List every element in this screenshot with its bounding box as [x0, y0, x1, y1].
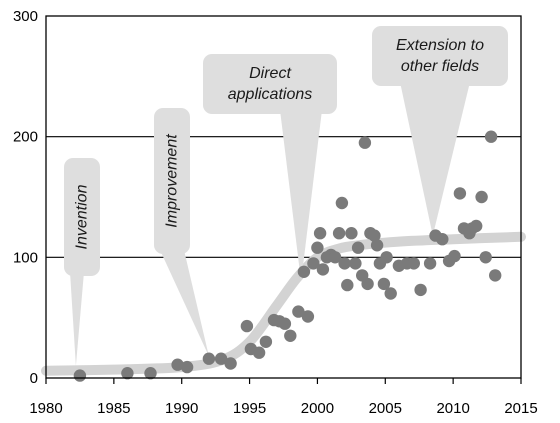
data-point — [278, 317, 292, 330]
data-point — [171, 358, 184, 371]
data-point — [345, 227, 358, 240]
data-point — [301, 310, 315, 323]
y-axis-ticks: 0 100 200 300 — [13, 8, 38, 387]
data-point — [121, 367, 134, 380]
callout-pointer — [400, 82, 470, 236]
callout-label-line: applications — [228, 86, 313, 103]
callout-box — [203, 54, 337, 114]
data-point — [475, 190, 488, 204]
data-point — [358, 136, 372, 149]
data-point — [335, 196, 349, 210]
callout-0: Invention — [64, 158, 100, 366]
callout-3: Extension to other fields — [372, 26, 508, 236]
callout-2: Direct applications — [203, 54, 337, 282]
y-tick-label-300: 300 — [13, 8, 38, 25]
y-tick-label-100: 100 — [13, 249, 38, 266]
data-point — [484, 130, 498, 143]
data-point — [448, 249, 461, 263]
data-point — [313, 227, 327, 240]
data-point — [311, 241, 324, 254]
data-point — [361, 277, 374, 291]
data-point — [284, 329, 297, 342]
callout-pointer — [160, 250, 209, 357]
callout-1: Improvement — [154, 108, 209, 357]
data-point — [423, 257, 437, 270]
callout-pointer — [280, 110, 322, 282]
callout-box — [372, 26, 508, 86]
annotation-callouts: Invention Improvement Direct applications Ex… — [64, 26, 508, 366]
x-tick-label-1985: 1985 — [97, 400, 130, 417]
data-points — [73, 130, 502, 382]
data-point — [368, 229, 381, 242]
callout-label-line: other fields — [401, 58, 479, 75]
x-axis-ticks: 1980 1985 1990 1995 2000 2005 2010 2015 — [29, 378, 538, 417]
data-point — [351, 241, 365, 254]
data-point — [202, 352, 216, 365]
callout-label: Invention — [74, 184, 91, 249]
plot-frame — [45, 15, 522, 379]
callout-box — [64, 158, 100, 276]
data-point — [259, 335, 273, 348]
y-tick-label-200: 200 — [13, 129, 38, 146]
callout-label-line: Extension to — [396, 37, 484, 54]
data-point — [338, 257, 351, 270]
data-point — [341, 278, 354, 292]
x-tick-label-1990: 1990 — [165, 400, 198, 417]
data-point — [144, 367, 157, 380]
data-point — [316, 263, 330, 276]
data-point — [384, 287, 397, 300]
data-point — [470, 219, 483, 233]
x-tick-label-2015: 2015 — [504, 400, 537, 417]
data-point — [73, 369, 87, 382]
data-point — [453, 187, 467, 200]
y-tick-label-0: 0 — [30, 370, 38, 387]
data-point — [377, 277, 391, 291]
data-point — [436, 233, 449, 246]
callout-label-line: Direct — [249, 65, 291, 82]
data-point — [349, 257, 362, 270]
x-tick-label-2005: 2005 — [369, 400, 402, 417]
data-point — [292, 305, 305, 318]
data-point — [328, 251, 342, 264]
data-point — [414, 283, 427, 297]
x-tick-label-1995: 1995 — [233, 400, 266, 417]
callout-label: Improvement — [164, 134, 181, 228]
callout-pointer — [70, 272, 84, 366]
data-point — [479, 251, 492, 264]
data-point — [380, 251, 393, 264]
x-tick-label-2010: 2010 — [436, 400, 469, 417]
data-point — [214, 352, 228, 365]
data-point — [224, 357, 237, 370]
data-point — [407, 257, 420, 270]
callout-box — [154, 108, 190, 254]
data-point — [252, 346, 266, 359]
data-point — [332, 227, 346, 240]
data-point — [489, 269, 502, 282]
x-tick-label-2000: 2000 — [301, 400, 334, 417]
data-point — [297, 265, 311, 278]
data-point — [180, 360, 194, 374]
data-point — [240, 319, 254, 333]
data-point — [370, 239, 384, 252]
data-point — [307, 257, 320, 270]
x-tick-label-1980: 1980 — [29, 400, 62, 417]
